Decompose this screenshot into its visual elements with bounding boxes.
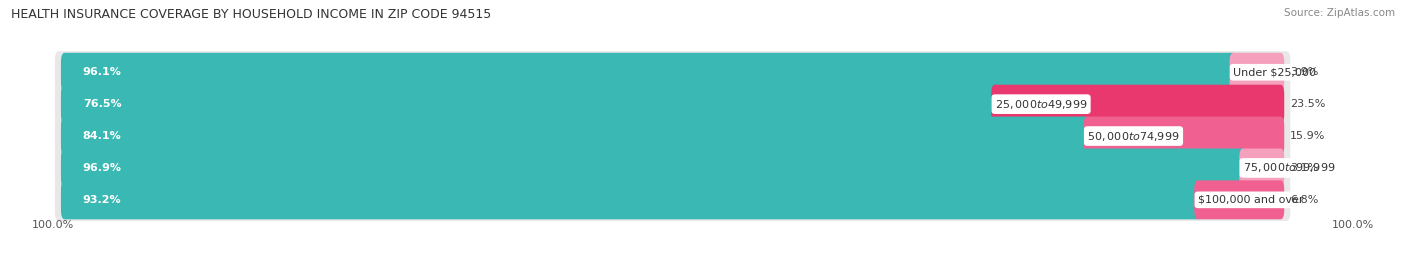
FancyBboxPatch shape — [55, 179, 1291, 221]
Text: 3.1%: 3.1% — [1291, 163, 1319, 173]
FancyBboxPatch shape — [55, 147, 1291, 189]
Text: Under $25,000: Under $25,000 — [1233, 67, 1316, 77]
FancyBboxPatch shape — [55, 51, 1291, 93]
FancyBboxPatch shape — [1084, 116, 1284, 155]
Text: 3.9%: 3.9% — [1291, 67, 1319, 77]
FancyBboxPatch shape — [1229, 53, 1284, 92]
Text: Source: ZipAtlas.com: Source: ZipAtlas.com — [1284, 8, 1395, 18]
Text: 100.0%: 100.0% — [1331, 220, 1374, 230]
Text: 96.9%: 96.9% — [83, 163, 122, 173]
Text: $50,000 to $74,999: $50,000 to $74,999 — [1087, 130, 1180, 143]
Text: $75,000 to $99,999: $75,000 to $99,999 — [1243, 161, 1336, 174]
Text: 93.2%: 93.2% — [83, 195, 121, 205]
Text: 84.1%: 84.1% — [83, 131, 121, 141]
FancyBboxPatch shape — [55, 83, 1291, 125]
FancyBboxPatch shape — [60, 85, 998, 124]
FancyBboxPatch shape — [60, 53, 1237, 92]
Text: $100,000 and over: $100,000 and over — [1198, 195, 1303, 205]
Text: 15.9%: 15.9% — [1291, 131, 1326, 141]
Text: 100.0%: 100.0% — [32, 220, 75, 230]
Text: 6.8%: 6.8% — [1291, 195, 1319, 205]
Text: $25,000 to $49,999: $25,000 to $49,999 — [995, 98, 1087, 111]
Text: HEALTH INSURANCE COVERAGE BY HOUSEHOLD INCOME IN ZIP CODE 94515: HEALTH INSURANCE COVERAGE BY HOUSEHOLD I… — [11, 8, 492, 21]
Text: 96.1%: 96.1% — [83, 67, 122, 77]
FancyBboxPatch shape — [60, 116, 1091, 155]
FancyBboxPatch shape — [60, 180, 1202, 219]
Text: 76.5%: 76.5% — [83, 99, 121, 109]
FancyBboxPatch shape — [1194, 180, 1284, 219]
FancyBboxPatch shape — [1239, 148, 1284, 187]
Text: 23.5%: 23.5% — [1291, 99, 1326, 109]
FancyBboxPatch shape — [60, 148, 1247, 187]
FancyBboxPatch shape — [55, 115, 1291, 157]
FancyBboxPatch shape — [991, 85, 1284, 124]
